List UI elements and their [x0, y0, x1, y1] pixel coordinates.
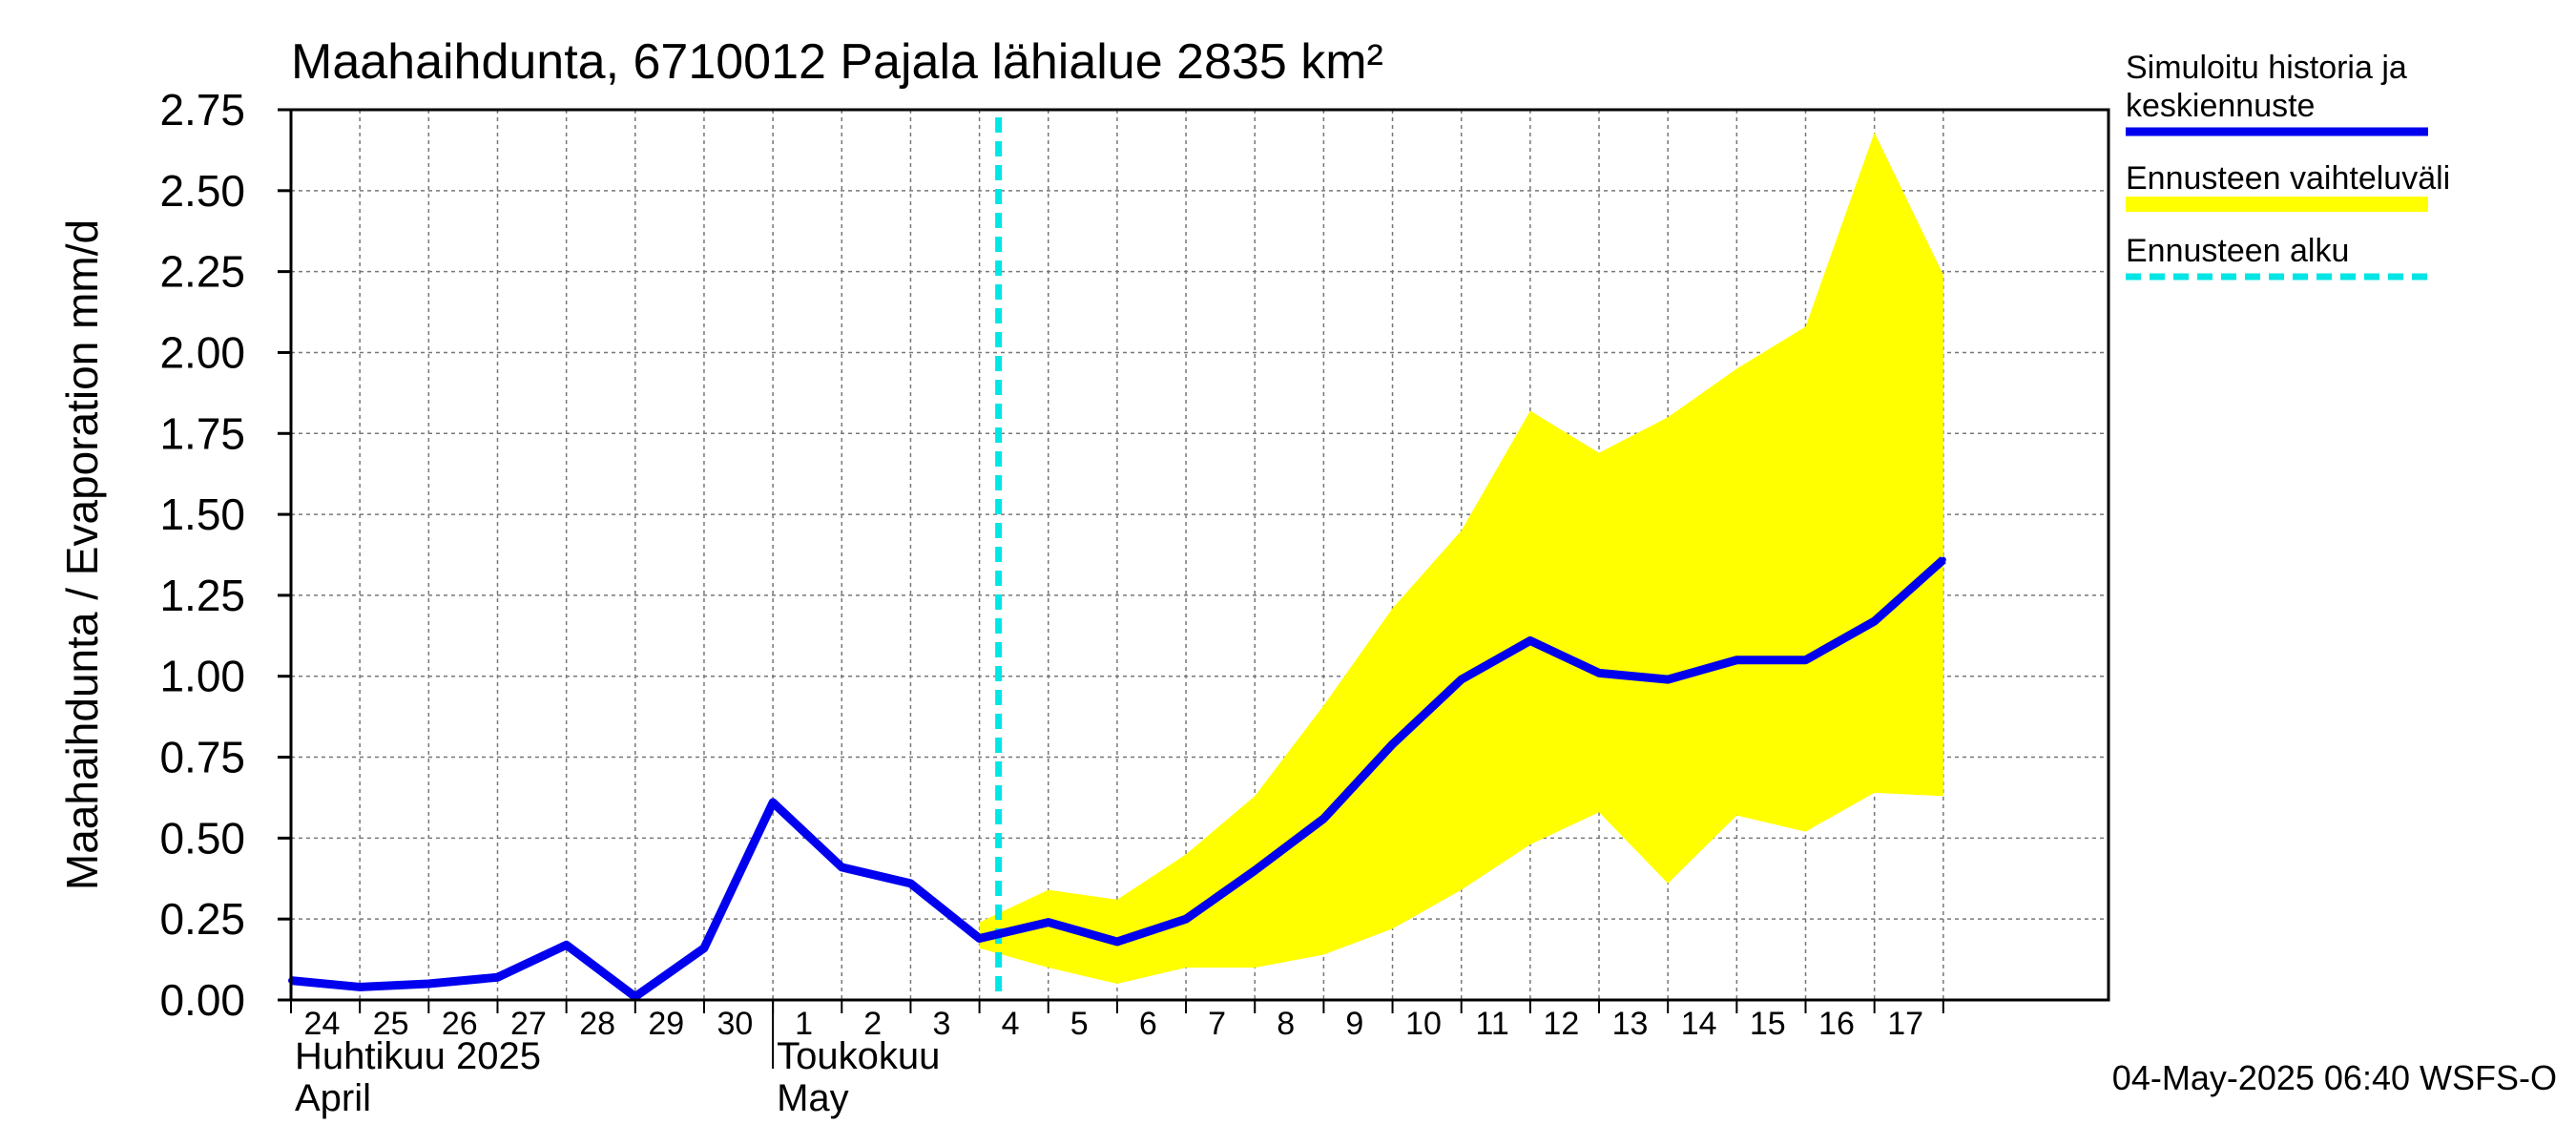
x-tick-label: 11 — [1476, 1006, 1509, 1042]
y-tick-label: 2.00 — [159, 327, 245, 377]
x-tick-label: 13 — [1612, 1006, 1649, 1042]
x-tick-label: 30 — [717, 1006, 754, 1042]
y-tick-label: 2.25 — [159, 247, 245, 297]
x-tick-label: 1 — [795, 1006, 813, 1042]
legend-label: Ennusteen vaihteluväli — [2126, 160, 2450, 197]
month-label-en: April — [295, 1077, 371, 1119]
x-axis-ticks: 24 25 26 27 28 29 30 1 2 3 4 5 6 7 8 9 10 11 12 13 14 15 16 17 — [290, 1000, 1944, 1042]
series-point — [770, 800, 777, 806]
series-point — [700, 945, 707, 951]
x-tick-label: 15 — [1750, 1006, 1786, 1042]
x-tick-label: 16 — [1818, 1006, 1855, 1042]
series-point — [1940, 556, 1946, 563]
x-tick-label: 9 — [1345, 1006, 1363, 1042]
x-tick-label: 7 — [1208, 1006, 1226, 1042]
series-point — [907, 880, 914, 886]
y-tick-label: 0.75 — [159, 733, 245, 782]
series-point — [1113, 938, 1120, 945]
x-tick-label: 12 — [1543, 1006, 1579, 1042]
series-point — [1320, 816, 1327, 822]
x-tick-label: 2 — [863, 1006, 882, 1042]
plot-frame — [289, 108, 2110, 1002]
x-tick-label: 4 — [1002, 1006, 1020, 1042]
y-tick-label: 0.25 — [159, 894, 245, 944]
forecast-range-area — [979, 132, 1943, 985]
x-tick-label: 25 — [373, 1006, 409, 1042]
month-label-fi: Huhtikuu 2025 — [295, 1035, 541, 1077]
month-label-fi: Toukokuu — [777, 1035, 940, 1077]
x-tick-label: 24 — [304, 1006, 341, 1042]
y-tick-label: 1.00 — [159, 652, 245, 701]
legend-label: Simuloitu historia ja — [2126, 50, 2407, 86]
y-tick-label: 0.50 — [159, 813, 245, 863]
x-tick-label: 8 — [1277, 1006, 1295, 1042]
series-point — [1734, 656, 1740, 663]
series-point — [426, 981, 432, 988]
series-point — [1527, 637, 1533, 644]
series-point — [1045, 919, 1051, 926]
series-point — [1665, 677, 1672, 683]
series-point — [839, 864, 845, 870]
y-tick-label: 0.00 — [159, 975, 245, 1025]
series-point — [1802, 656, 1809, 663]
footer-timestamp: 04-May-2025 06:40 WSFS-O — [2112, 1058, 2557, 1097]
y-tick-label: 1.50 — [159, 489, 245, 539]
series-point — [494, 974, 501, 981]
y-tick-label: 1.75 — [159, 408, 245, 458]
plot-border — [289, 108, 2110, 1002]
chart-title: Maahaihdunta, 6710012 Pajala lähialue 28… — [291, 34, 1383, 90]
x-tick-label: 6 — [1139, 1006, 1157, 1042]
y-tick-label: 2.75 — [159, 85, 245, 135]
x-tick-label: 10 — [1405, 1006, 1442, 1042]
y-axis-ticks: 0.00 0.25 0.50 0.75 1.00 1.25 1.50 1.75 2.00 2.25… — [159, 85, 291, 1025]
legend-label: keskiennuste — [2126, 88, 2315, 124]
series-point — [1183, 916, 1190, 923]
series-point — [976, 935, 983, 942]
series-point — [1596, 670, 1603, 677]
x-tick-label: 26 — [442, 1006, 478, 1042]
series-point — [563, 942, 570, 948]
x-tick-label: 3 — [932, 1006, 950, 1042]
y-tick-label: 2.50 — [159, 166, 245, 216]
series-point — [1871, 618, 1878, 625]
x-tick-label: 29 — [648, 1006, 684, 1042]
series-point — [1252, 867, 1258, 874]
month-label-en: May — [777, 1077, 849, 1119]
x-tick-label: 28 — [579, 1006, 615, 1042]
y-tick-label: 1.25 — [159, 571, 245, 620]
x-tick-label: 5 — [1070, 1006, 1089, 1042]
series-point — [357, 984, 364, 990]
forecast-range-layer — [979, 132, 1943, 985]
series-point — [1458, 677, 1465, 683]
x-tick-label: 17 — [1887, 1006, 1923, 1042]
series-point — [1389, 740, 1396, 747]
y-axis-label: Maahaihdunta / Evaporation mm/d — [57, 219, 107, 890]
x-tick-label: 14 — [1681, 1006, 1717, 1042]
x-tick-label: 27 — [510, 1006, 547, 1042]
series-point — [632, 993, 638, 1000]
legend-label: Ennusteen alku — [2126, 233, 2349, 269]
